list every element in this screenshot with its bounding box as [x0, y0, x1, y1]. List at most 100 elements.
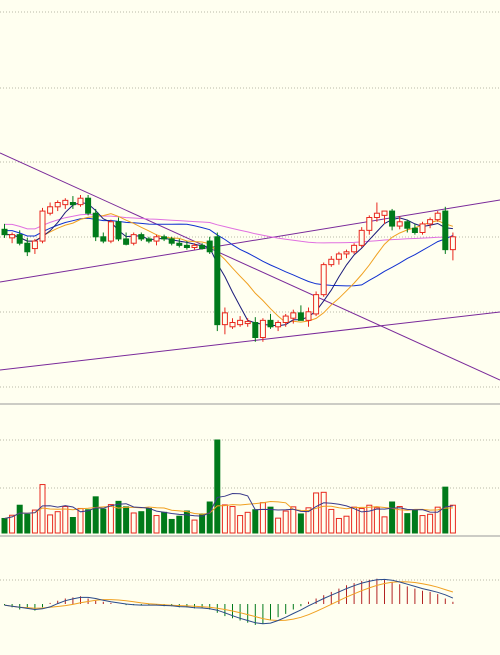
volume-bar-up — [107, 504, 114, 534]
volume-bar-up — [259, 502, 266, 534]
candle-down — [24, 242, 31, 253]
candle-down — [183, 244, 190, 249]
candle-down — [252, 322, 259, 338]
candle-up — [9, 234, 16, 239]
volume-bar-up — [130, 512, 137, 534]
candle-down — [85, 197, 92, 214]
candle-up — [434, 212, 441, 221]
candle-up — [320, 264, 327, 296]
candle-up — [290, 312, 297, 319]
candle-up — [373, 212, 380, 218]
candle-up — [282, 315, 289, 324]
volume-bar-down — [206, 501, 213, 534]
trendlines — [0, 152, 500, 381]
candle-down — [69, 202, 76, 206]
volume-panel — [1, 439, 456, 534]
volume-bar-down — [138, 511, 145, 534]
candle-up — [107, 221, 114, 242]
volume-bar-down — [252, 509, 259, 534]
candle-up — [54, 202, 61, 208]
candle-down — [161, 236, 168, 240]
candle-up — [427, 219, 434, 225]
volume-bar-down — [123, 506, 130, 534]
volume-bar-up — [229, 506, 236, 534]
volume-bar-up — [366, 504, 373, 534]
candle-up — [313, 294, 320, 315]
candle-up — [62, 199, 69, 206]
candle-up — [47, 206, 54, 214]
volume-bar-down — [145, 507, 152, 534]
volume-bar-up — [335, 517, 342, 534]
volume-ma5-line — [4, 492, 453, 519]
volume-bar-up — [221, 504, 228, 534]
candle-up — [328, 258, 335, 266]
trendline-channel-top — [0, 199, 500, 283]
volume-bar-up — [47, 514, 54, 534]
gridlines — [0, 11, 500, 581]
volume-bar-down — [183, 510, 190, 534]
volume-bar-down — [16, 504, 23, 534]
panel-dividers — [0, 403, 500, 537]
candle-down — [199, 244, 206, 250]
volume-bar-up — [305, 507, 312, 534]
candle-down — [297, 312, 304, 321]
volume-bar-down — [69, 517, 76, 534]
volume-bar-down — [389, 501, 396, 534]
volume-bar-down — [161, 511, 168, 534]
volume-bar-up — [244, 511, 251, 534]
volume-bar-up — [434, 506, 441, 534]
volume-bar-up — [31, 509, 38, 534]
ma20-line — [4, 217, 454, 287]
volume-bar-up — [237, 515, 244, 534]
volume-bar-up — [290, 506, 297, 534]
candle-up — [366, 217, 373, 231]
ma10-line — [4, 213, 454, 324]
candle-down — [16, 234, 23, 244]
candle-down — [176, 242, 183, 246]
candle-up — [191, 244, 198, 249]
candle-up — [130, 234, 137, 244]
volume-bar-down — [404, 513, 411, 534]
candle-down — [115, 221, 122, 240]
volume-bar-down — [85, 509, 92, 534]
volume-bar-up — [358, 507, 365, 534]
candle-down — [206, 240, 213, 253]
candle-up — [221, 312, 228, 326]
volume-bar-up — [373, 507, 380, 534]
volume-bar-up — [282, 510, 289, 534]
volume-bar-up — [62, 506, 69, 534]
volume-bar-down — [100, 508, 107, 534]
trendline-down — [0, 152, 500, 381]
volume-bar-up — [191, 519, 198, 534]
volume-bar-up — [54, 511, 61, 534]
candle-down — [267, 319, 274, 328]
candle-down — [145, 238, 152, 242]
volume-bar-down — [176, 515, 183, 534]
candle-down — [168, 238, 175, 244]
candle-down — [404, 221, 411, 229]
candle-up — [335, 253, 342, 260]
candle-down — [214, 236, 221, 326]
candle-up — [229, 322, 236, 328]
volume-bar-down — [411, 509, 418, 534]
candle-up — [358, 229, 365, 246]
volume-bar-up — [343, 515, 350, 534]
candle-up — [153, 236, 160, 242]
volume-bar-up — [351, 506, 358, 534]
macd-dif-line — [4, 578, 454, 625]
candle-down — [123, 238, 130, 245]
candle-up — [343, 251, 350, 255]
candle-down — [92, 212, 99, 238]
macd-dea-line — [4, 581, 454, 622]
candle-up — [396, 221, 403, 227]
candle-down — [138, 234, 145, 240]
volume-bar-up — [427, 513, 434, 534]
volume-bar-down — [1, 517, 8, 534]
candle-down — [411, 227, 418, 233]
volume-ma10-line — [4, 500, 453, 519]
trendline-channel-bottom — [0, 311, 500, 371]
volume-bar-up — [449, 504, 456, 534]
candle-up — [419, 223, 426, 234]
